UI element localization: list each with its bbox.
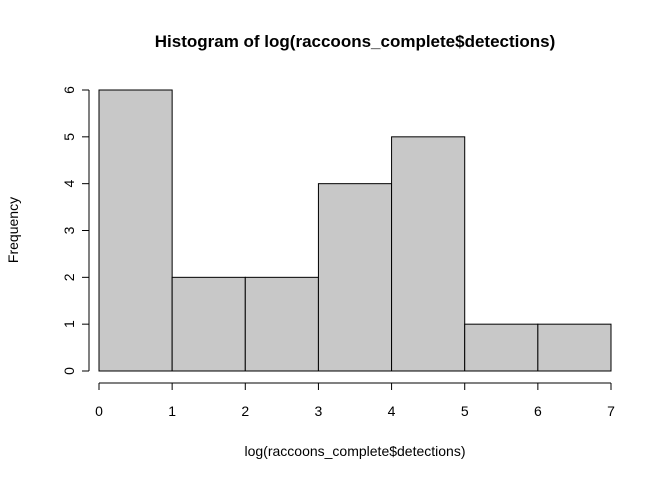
histogram-bar-2 [244, 276, 319, 372]
x-tick-label-2: 2 [241, 403, 249, 419]
histogram-bar-4 [391, 136, 466, 372]
histogram-bar-5 [464, 323, 539, 372]
histogram-bar-3 [317, 183, 393, 372]
histogram-bar-6 [537, 323, 612, 372]
y-tick-label-5: 5 [61, 133, 77, 141]
x-tick-label-4: 4 [388, 403, 396, 419]
x-axis-label: log(raccoons_complete$detections) [244, 443, 465, 459]
bars-group [98, 89, 612, 372]
histogram-bar-1 [171, 276, 246, 372]
y-tick-label-1: 1 [61, 320, 77, 328]
y-axis-label: Frequency [5, 197, 21, 263]
x-tick-label-6: 6 [534, 403, 542, 419]
y-tick-label-3: 3 [61, 226, 77, 234]
x-tick-label-7: 7 [607, 403, 615, 419]
x-tick-label-0: 0 [95, 403, 103, 419]
y-tick-label-0: 0 [61, 367, 77, 375]
x-tick-label-3: 3 [315, 403, 323, 419]
x-axis: 0 1 2 3 4 5 6 7 [95, 382, 615, 419]
histogram-bar-0 [98, 89, 173, 372]
y-tick-label-6: 6 [61, 86, 77, 94]
y-axis: 0 1 2 3 4 5 6 [61, 86, 90, 375]
y-tick-label-2: 2 [61, 273, 77, 281]
x-tick-label-1: 1 [168, 403, 176, 419]
x-tick-label-5: 5 [461, 403, 469, 419]
chart-title: Histogram of log(raccoons_complete$detec… [155, 32, 556, 51]
y-tick-label-4: 4 [61, 180, 77, 188]
